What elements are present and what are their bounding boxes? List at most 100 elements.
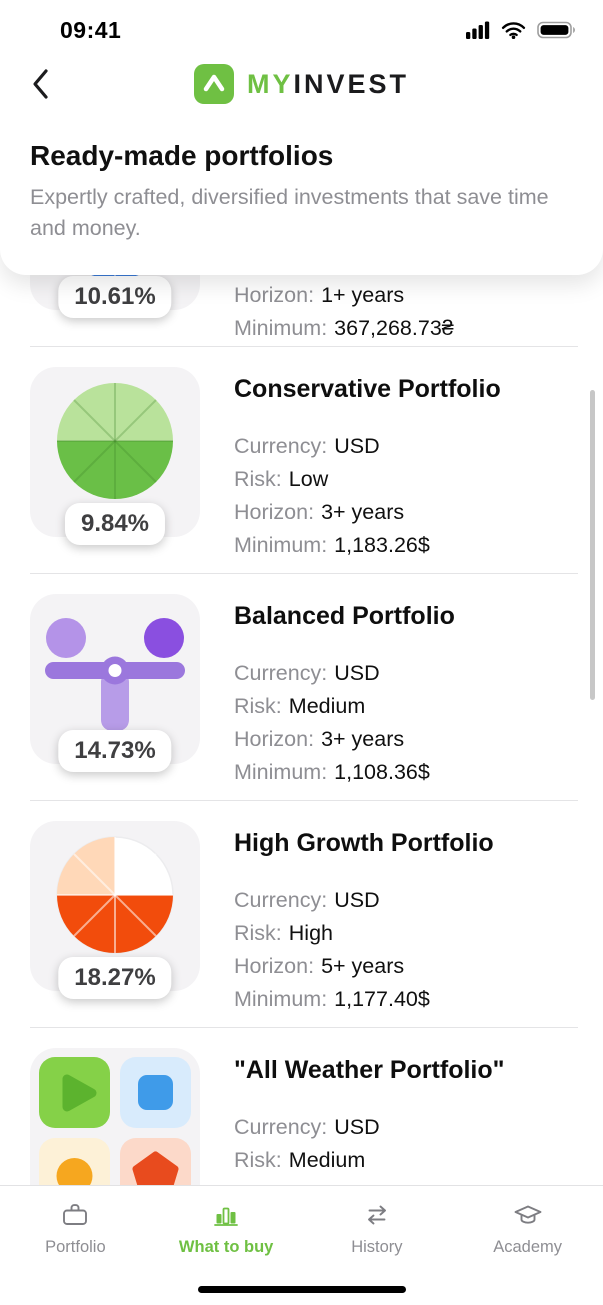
status-bar: 09:41 [0, 0, 603, 43]
tab-what-to-buy[interactable]: What to buy [151, 1186, 302, 1305]
play-icon [39, 1057, 110, 1128]
portfolio-title: High Growth Portfolio [234, 829, 494, 857]
header-card: 09:41 [0, 0, 603, 275]
attribute-label: Risk: [234, 1148, 282, 1172]
attribute-value: USD [334, 888, 380, 912]
attribute-value: 367,268.73₴ [334, 316, 454, 340]
return-badge: 18.27% [58, 957, 172, 999]
attribute-label: Horizon: [234, 727, 315, 751]
tab-label: History [351, 1238, 403, 1256]
portfolio-icon-tile: 18.27% [30, 821, 200, 999]
portfolio-attribute-risk: Risk: Low [234, 463, 501, 496]
tab-label: What to buy [178, 1238, 274, 1256]
portfolio-attribute-horizon: Horizon: 3+ years [234, 496, 501, 529]
attribute-label: Currency: [234, 434, 328, 458]
attribute-value: USD [334, 661, 380, 685]
attribute-value: USD [334, 434, 380, 458]
brand-text: MYINVEST [247, 69, 409, 100]
portfolio-attribute-minimum: Minimum: 1,108.36$ [234, 756, 455, 789]
attribute-value: Low [288, 467, 329, 491]
portfolio-attribute-risk: Risk: High [234, 917, 494, 950]
attribute-label: Minimum: [234, 533, 328, 557]
attribute-value: 1,177.40$ [334, 987, 430, 1011]
chevron-left-icon [33, 69, 48, 99]
square-icon [120, 1057, 191, 1128]
attribute-value: 5+ years [321, 954, 405, 978]
attribute-value: 1+ years [321, 283, 405, 307]
portfolio-info: "All Weather Portfolio" Currency: USD Ris… [234, 1048, 504, 1254]
tab-portfolio[interactable]: Portfolio [0, 1186, 151, 1305]
status-time: 09:41 [60, 16, 122, 43]
portfolio-attribute-currency: Currency: USD [234, 430, 501, 463]
portfolio-info: Balanced Portfolio Currency: USD Risk: Med… [234, 594, 455, 800]
brand-logo: MYINVEST [193, 64, 409, 104]
attribute-label: Currency: [234, 661, 328, 685]
portfolio-attribute-currency: Currency: USD [234, 657, 455, 690]
portfolio-attribute-horizon: Horizon: 5+ years [234, 950, 494, 983]
page-subtitle: Expertly crafted, diversified investment… [30, 185, 549, 240]
attribute-label: Horizon: [234, 954, 315, 978]
attribute-value: Medium [288, 1148, 366, 1172]
attribute-label: Risk: [234, 694, 282, 718]
cellular-signal-icon [466, 21, 490, 39]
portfolio-item-conservative[interactable]: 9.84% Conservative Portfolio Currency: US… [0, 367, 603, 573]
nav-bar: MYINVEST [0, 56, 603, 112]
tab-academy[interactable]: Academy [452, 1186, 603, 1305]
portfolio-item-balanced[interactable]: 14.73% Balanced Portfolio Currency: USD R… [0, 594, 603, 800]
attribute-value: Medium [288, 694, 366, 718]
divider [30, 573, 578, 574]
portfolio-title: "All Weather Portfolio" [234, 1056, 505, 1084]
briefcase-icon [63, 1204, 88, 1225]
return-badge: 10.61% [58, 276, 172, 318]
attribute-label: Minimum: [234, 316, 328, 340]
wifi-icon [501, 22, 526, 39]
attribute-value: 1,183.26$ [334, 533, 430, 557]
attribute-label: Horizon: [234, 283, 315, 307]
status-icons [466, 20, 577, 40]
portfolio-attribute-minimum: Minimum: 367,268.73₴ [234, 312, 454, 345]
return-badge: 14.73% [58, 730, 172, 772]
portfolio-attribute-horizon: Horizon: 1+ years [234, 279, 454, 312]
portfolio-title: Balanced Portfolio [234, 602, 455, 630]
brand-prefix: MY [246, 68, 294, 99]
attribute-value: USD [334, 1115, 380, 1139]
page-title: Ready-made portfolios [30, 140, 334, 171]
portfolio-attribute-currency: Currency: USD [234, 1111, 504, 1144]
portfolio-attribute-minimum: Minimum: 1,177.40$ [234, 983, 494, 1016]
scrollbar[interactable] [590, 390, 595, 700]
attribute-value: High [288, 921, 333, 945]
tab-bar: Portfolio What to buy History [0, 1185, 603, 1305]
portfolio-item-high-growth[interactable]: 18.27% High Growth Portfolio Currency: US… [0, 821, 603, 1027]
attribute-label: Risk: [234, 467, 282, 491]
green-pie-chart-icon [57, 383, 173, 499]
portfolio-info: High Growth Portfolio Currency: USD Risk:… [234, 821, 494, 1027]
attribute-label: Minimum: [234, 760, 328, 784]
transfer-arrows-icon [367, 1205, 386, 1225]
divider [30, 800, 578, 801]
purple-balance-scale-icon [45, 618, 185, 731]
divider [30, 346, 578, 347]
divider [30, 1027, 578, 1028]
attribute-value: 3+ years [321, 500, 405, 524]
battery-icon [537, 21, 575, 39]
home-indicator[interactable] [197, 1286, 406, 1293]
caret-up-logo-icon [193, 64, 234, 104]
attribute-label: Risk: [234, 921, 282, 945]
attribute-value: 1,108.36$ [334, 760, 430, 784]
tab-label: Academy [493, 1238, 563, 1256]
portfolio-icon-tile: 14.73% [30, 594, 200, 772]
graduation-cap-icon [514, 1205, 542, 1224]
portfolio-icon-tile: 9.84% [30, 367, 200, 545]
portfolio-attribute-risk: Risk: Medium [234, 1144, 504, 1177]
portfolio-attribute-minimum: Minimum: 1,183.26$ [234, 529, 501, 562]
attribute-label: Currency: [234, 1115, 328, 1139]
portfolio-info: Conservative Portfolio Currency: USD Risk… [234, 367, 501, 573]
bar-chart-icon [214, 1207, 239, 1226]
back-button[interactable] [20, 62, 64, 106]
attribute-label: Minimum: [234, 987, 328, 1011]
attribute-label: Currency: [234, 888, 328, 912]
portfolio-title: Conservative Portfolio [234, 375, 501, 403]
tab-history[interactable]: History [302, 1186, 453, 1305]
orange-pie-chart-icon [56, 836, 174, 954]
